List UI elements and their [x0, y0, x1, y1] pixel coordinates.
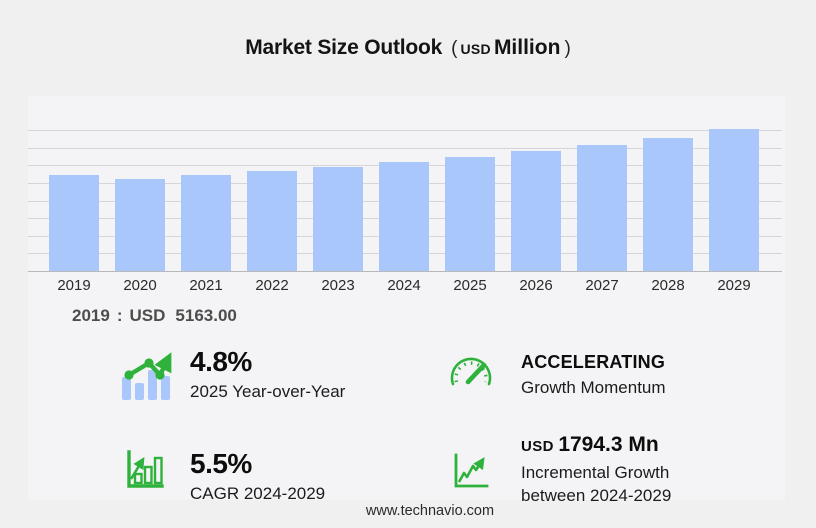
bar-2022: [247, 171, 297, 271]
title-paren-open: (: [451, 38, 458, 59]
x-tick-2029: 2029: [717, 277, 751, 294]
bar-chart: [28, 129, 782, 272]
line-growth-icon: [454, 453, 489, 488]
x-tick-2027: 2027: [585, 277, 619, 294]
gridline: [28, 130, 782, 131]
bar-2023: [313, 167, 363, 271]
stat-cagr-value: 5.5%: [190, 448, 252, 479]
chart-title: Market Size Outlook (USD Million): [0, 36, 816, 60]
stat-momentum-value: ACCELERATING: [521, 352, 666, 372]
title-currency: USD: [460, 41, 491, 57]
bar-2028: [643, 138, 693, 271]
stat-yoy: 4.8% 2025 Year-over-Year: [190, 344, 345, 404]
x-tick-2022: 2022: [255, 277, 289, 294]
stat-incremental-currency: USD: [521, 438, 554, 455]
bar-2024: [379, 162, 429, 271]
stat-momentum-label: Growth Momentum: [521, 378, 666, 397]
stat-incremental-label: Incremental Growth: [521, 463, 670, 482]
callout-separator: :: [116, 306, 123, 325]
x-tick-2026: 2026: [519, 277, 553, 294]
x-tick-2024: 2024: [387, 277, 421, 294]
stat-incremental-value: 1794.3 Mn: [558, 433, 659, 456]
x-tick-2021: 2021: [189, 277, 223, 294]
x-axis-labels: 2019 2020 2021 2022 2023 2024 2025 2026 2027 2028…: [28, 277, 782, 297]
stat-incremental: USD 1794.3 Mn Incremental Growth between…: [521, 431, 671, 507]
stat-cagr: 5.5% CAGR 2024-2029: [190, 446, 325, 506]
growth-bars-icon: [127, 450, 164, 488]
x-tick-2025: 2025: [453, 277, 487, 294]
bar-2029: [709, 129, 759, 271]
stat-incremental-label2: between 2024-2029: [521, 486, 672, 505]
x-axis-line: [28, 271, 782, 272]
title-paren-close: ): [564, 38, 571, 59]
bar-2021: [181, 175, 231, 271]
stat-yoy-value: 4.8%: [190, 346, 252, 377]
bar-2027: [577, 145, 627, 271]
x-tick-2020: 2020: [123, 277, 157, 294]
gridline: [28, 147, 782, 149]
footer-link[interactable]: www.technavio.com: [365, 503, 495, 519]
stat-yoy-label: 2025 Year-over-Year: [190, 382, 346, 401]
callout-year: 2019: [72, 306, 110, 325]
callout-currency: USD: [129, 306, 166, 325]
bar-line-trend-icon: [122, 352, 172, 400]
bar-2019: [49, 175, 99, 271]
x-tick-2023: 2023: [321, 277, 355, 294]
bar-2025: [445, 157, 495, 271]
title-main: Market Size Outlook: [245, 36, 443, 59]
stat-incremental-value-line: USD 1794.3 Mn: [521, 431, 671, 461]
x-tick-2019: 2019: [57, 277, 91, 294]
bar-2020: [115, 179, 165, 271]
speedometer-icon: [450, 357, 492, 386]
title-unit: Million: [493, 36, 561, 59]
base-year-callout: 2019: USD 5163.00: [72, 306, 237, 326]
callout-value: 5163.00: [175, 306, 237, 325]
x-tick-2028: 2028: [651, 277, 685, 294]
stat-momentum: ACCELERATING Growth Momentum: [521, 349, 666, 401]
bar-2026: [511, 151, 561, 271]
stat-cagr-label: CAGR 2024-2029: [190, 484, 326, 503]
